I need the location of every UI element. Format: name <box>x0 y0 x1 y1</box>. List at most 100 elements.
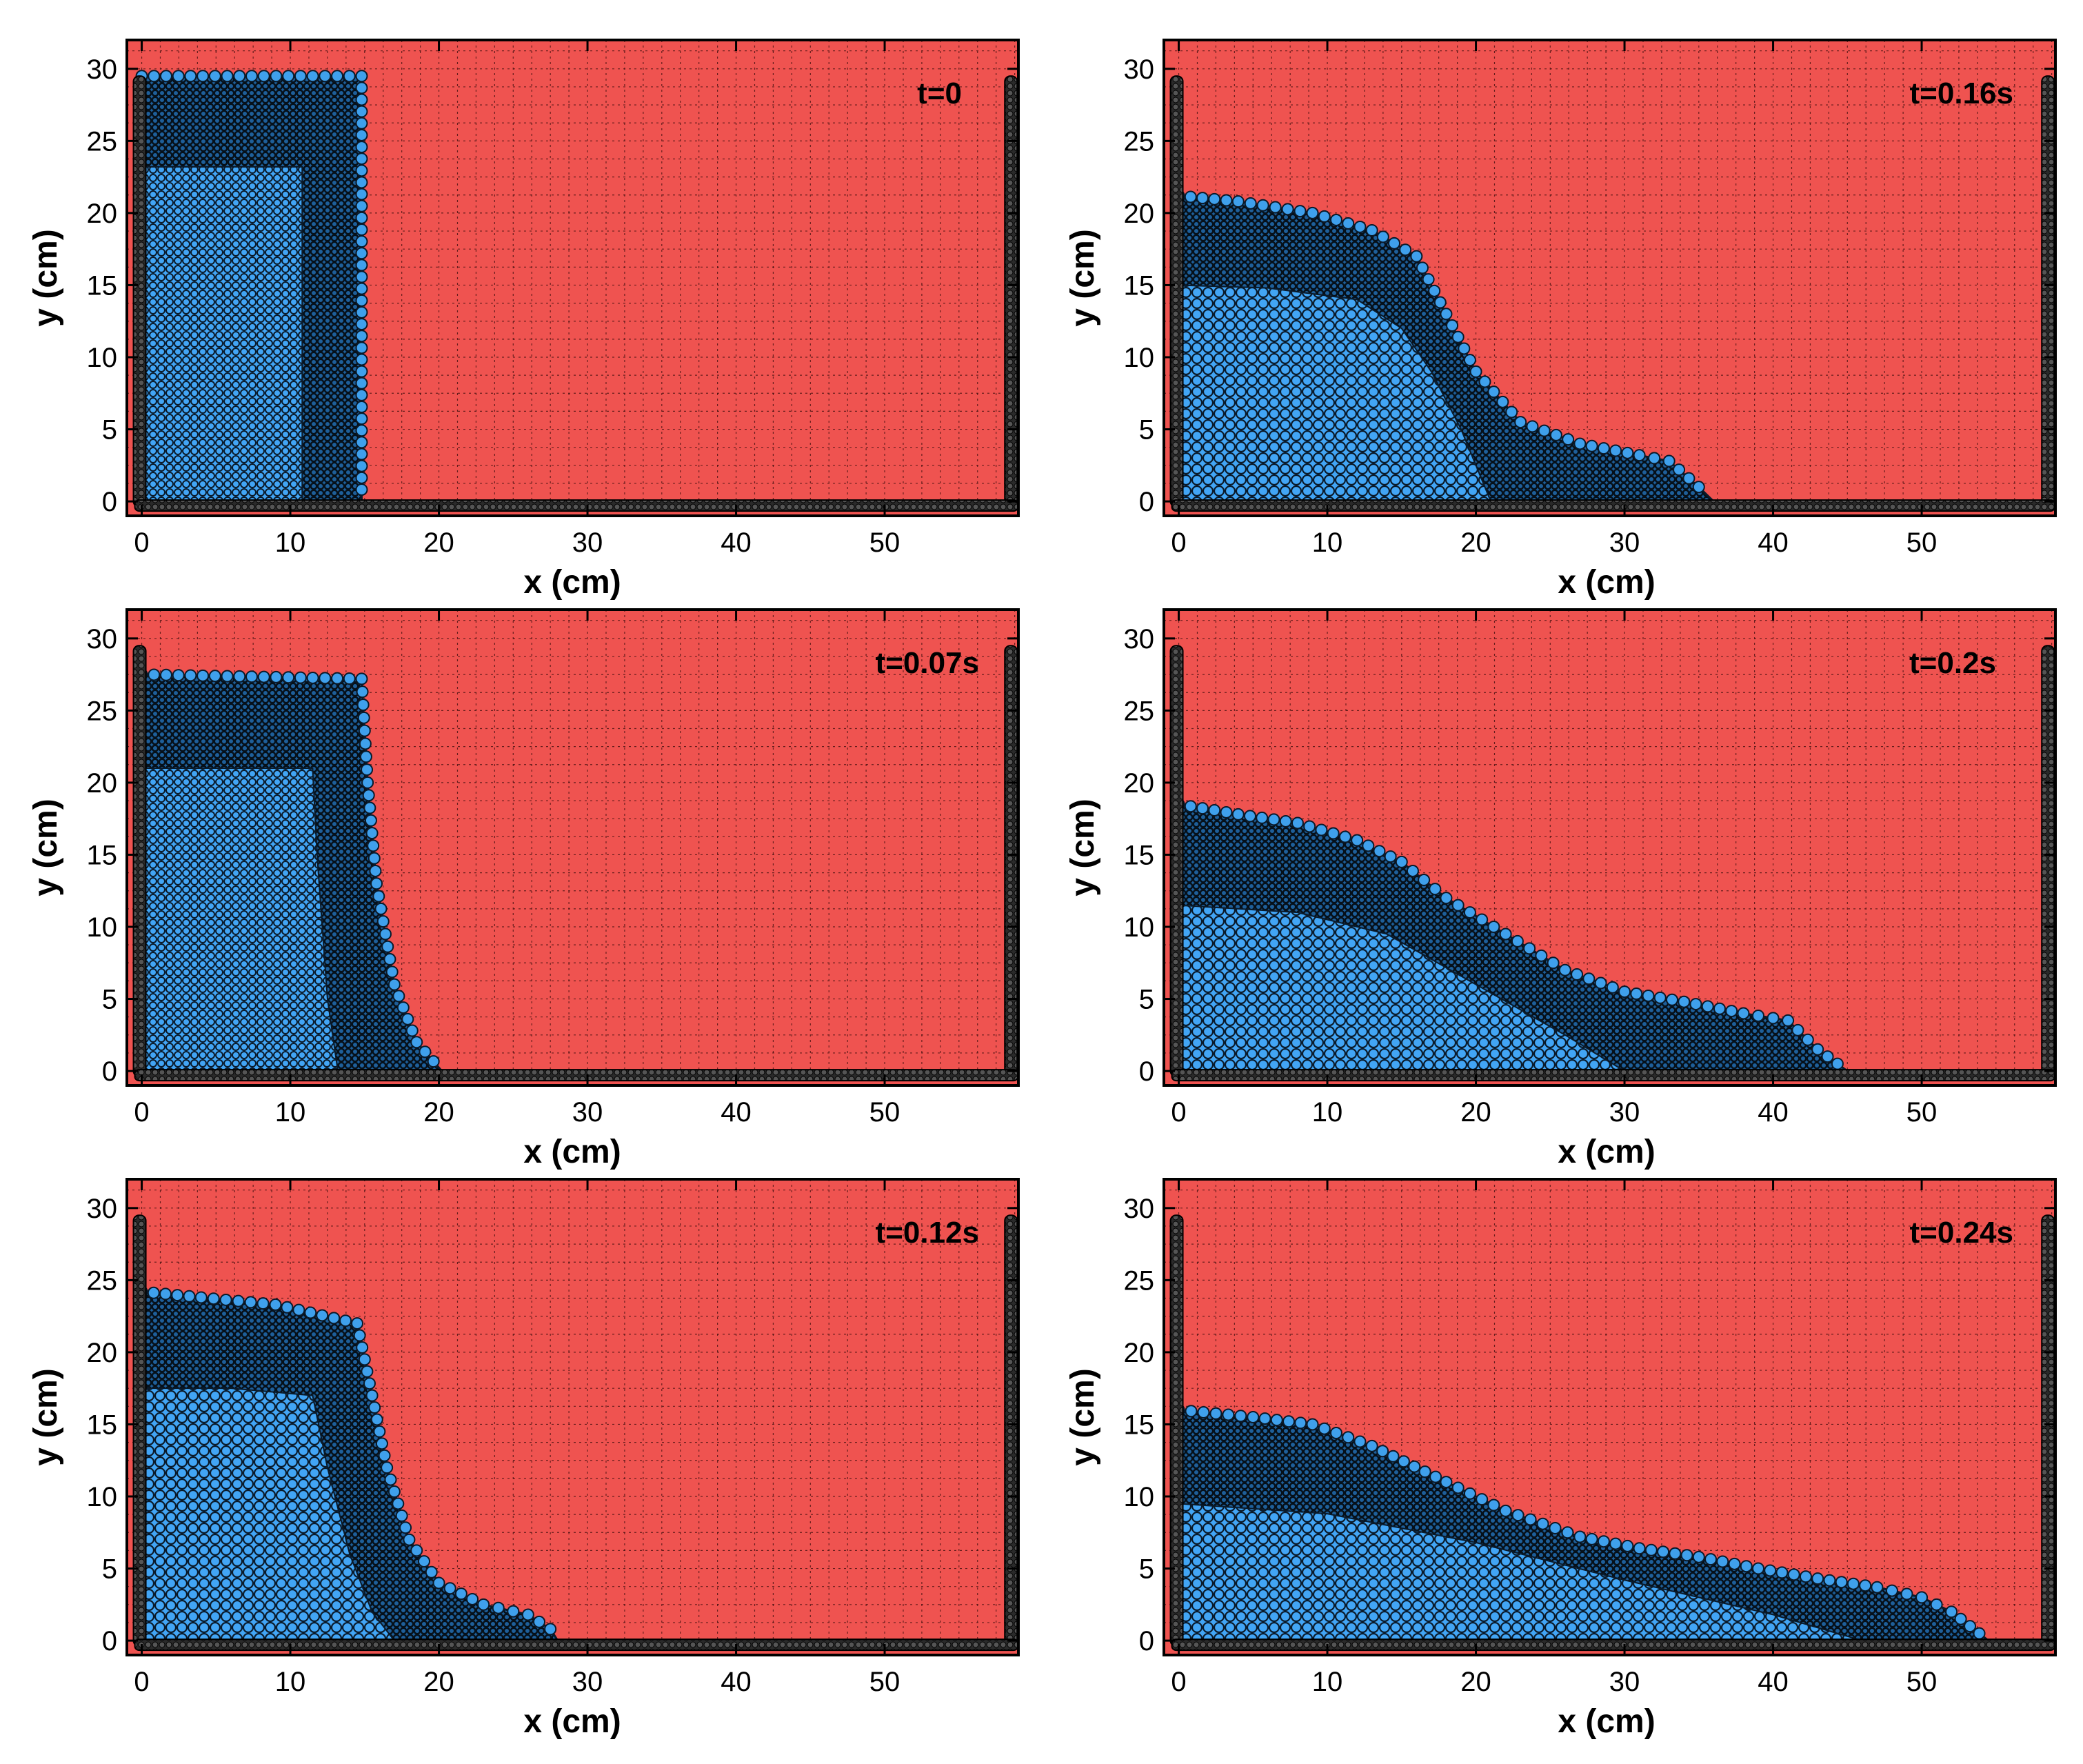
surface-particle <box>1871 1581 1884 1594</box>
y-tick-label: 5 <box>102 415 117 445</box>
x-tick-label: 10 <box>1312 1097 1343 1127</box>
surface-particle <box>395 1509 408 1522</box>
surface-particle <box>1653 991 1667 1004</box>
surface-particle <box>1184 190 1197 203</box>
surface-particle <box>245 670 259 683</box>
surface-particle <box>1185 1405 1198 1418</box>
x-tick-label: 30 <box>572 528 603 558</box>
surface-particle <box>1621 1539 1634 1552</box>
surface-particle <box>364 814 377 827</box>
surface-particle <box>355 483 368 496</box>
surface-particles <box>1172 189 1705 494</box>
surface-particle <box>477 1598 490 1611</box>
x-tick-label: 0 <box>134 528 149 558</box>
y-tick-label: 30 <box>87 54 118 85</box>
surface-particle <box>355 235 368 248</box>
surface-particle <box>1208 192 1221 206</box>
surface-particle <box>367 839 380 852</box>
time-label: t=0.24s <box>1910 1216 2013 1250</box>
surface-particle <box>1269 201 1282 214</box>
y-tick-label: 5 <box>102 985 117 1015</box>
surface-particle <box>1514 416 1527 429</box>
surface-particle <box>1365 224 1378 237</box>
surface-particle <box>357 711 370 724</box>
surface-particle <box>1561 1526 1574 1539</box>
surface-particle <box>373 1425 386 1438</box>
surface-particle <box>281 1301 294 1314</box>
surface-particle <box>1256 811 1269 824</box>
surface-particle <box>331 70 344 83</box>
surface-particle <box>358 724 371 737</box>
surface-particle <box>319 70 332 83</box>
surface-particle <box>359 750 372 763</box>
surface-particle <box>1633 1542 1646 1555</box>
surface-particle <box>1609 444 1622 457</box>
x-axis-title: x (cm) <box>1558 1703 1655 1740</box>
surface-particle <box>1487 921 1500 933</box>
surface-particle <box>1231 195 1245 208</box>
surface-particle <box>1476 913 1489 926</box>
surface-particle <box>1342 217 1355 230</box>
surface-particle <box>507 1605 520 1618</box>
surface-particle <box>1523 942 1536 955</box>
surface-particle <box>1446 319 1459 332</box>
surface-particle <box>1549 428 1562 441</box>
surface-particle <box>159 70 172 83</box>
y-axis-title: y (cm) <box>1065 1368 1101 1465</box>
surface-particle <box>1547 956 1560 970</box>
surface-particle <box>1585 1532 1598 1545</box>
surface-particle <box>410 1036 423 1049</box>
surface-particle <box>403 1533 416 1546</box>
y-tick-label: 25 <box>87 126 118 157</box>
y-tick-label: 25 <box>1124 126 1155 157</box>
surface-particle <box>1524 1513 1537 1526</box>
surface-particle <box>1209 1407 1222 1420</box>
surface-particle <box>1433 296 1447 309</box>
surface-particle <box>1716 1555 1729 1568</box>
surface-particle <box>355 448 368 461</box>
surface-particle <box>294 70 307 83</box>
surface-particle <box>1549 1522 1562 1534</box>
surface-particle <box>1294 205 1307 218</box>
surface-particle <box>355 247 368 260</box>
y-tick-label: 10 <box>87 343 118 373</box>
surface-particle <box>1885 1584 1898 1597</box>
y-tick-label: 25 <box>87 1265 118 1296</box>
surface-particle <box>365 827 379 840</box>
surface-particle <box>1338 830 1351 843</box>
surface-particle <box>1354 220 1367 233</box>
surface-particle <box>1535 949 1548 962</box>
surface-particle <box>1811 1043 1824 1056</box>
surface-particle <box>1505 405 1518 419</box>
particles-inner-core <box>141 1387 396 1642</box>
surface-particle <box>1362 839 1375 852</box>
surface-particle <box>1440 308 1453 321</box>
time-label: t=0.2s <box>1909 646 1996 680</box>
surface-particle <box>1642 989 1655 1002</box>
x-tick-label: 40 <box>1758 1667 1789 1697</box>
surface-particle <box>304 1306 317 1319</box>
surface-particle <box>355 330 368 343</box>
x-axis-title: x (cm) <box>523 564 621 601</box>
surface-particle <box>419 1045 432 1059</box>
surface-particle <box>208 70 221 83</box>
x-tick-label: 50 <box>869 1097 900 1127</box>
surface-particle <box>355 459 368 472</box>
surface-particle <box>1740 1560 1753 1573</box>
surface-particle <box>1782 1014 1795 1027</box>
surface-particle <box>1680 1549 1693 1562</box>
y-axis-title: y (cm) <box>1065 229 1101 326</box>
y-tick-label: 15 <box>1124 270 1155 301</box>
surface-particle <box>1487 1499 1500 1512</box>
surface-particle <box>1354 1435 1367 1448</box>
surface-particle <box>1831 1057 1844 1070</box>
surface-particle <box>1728 1557 1741 1570</box>
surface-particle <box>1220 805 1233 819</box>
surface-particle <box>306 671 319 684</box>
surface-particle <box>361 776 374 789</box>
surface-particle <box>1496 395 1509 408</box>
surface-particle <box>1196 802 1209 815</box>
surface-particle <box>1258 1412 1271 1425</box>
surface-particle <box>1463 354 1476 367</box>
surface-particle <box>355 436 368 449</box>
